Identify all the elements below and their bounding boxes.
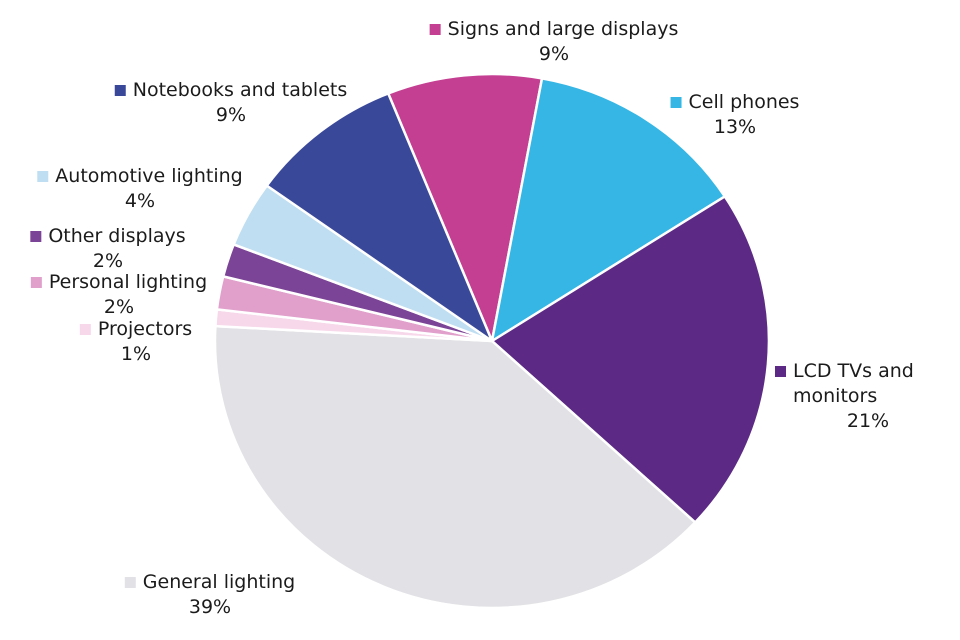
legend-swatch-cell-phones [670,97,682,108]
legend-label: Other displays [48,225,186,247]
legend-swatch-general-lighting [124,577,136,588]
pie-slice-general-lighting [213,324,697,610]
legend-label: Automotive lighting [55,165,243,187]
legend-label: Notebooks and tablets [132,79,348,101]
legend-value: 2% [92,250,124,272]
legend-item-signs-and-large-displays: Signs and large displays 9% [429,17,679,67]
legend-value: 9% [538,43,570,65]
legend-item-lcd-tvs-and-monitors: LCD TVs and monitors 21% [775,359,943,434]
legend-item-other-displays: Other displays 2% [30,224,186,274]
legend-swatch-projectors [79,324,91,335]
legend-label: Projectors [97,318,193,340]
legend-item-notebooks-and-tablets: Notebooks and tablets 9% [114,78,348,128]
pie-slice-cell-phones [490,77,727,343]
legend-value: 2% [103,296,135,318]
legend-label: General lighting [142,571,296,593]
legend-label: LCD TVs and monitors [793,360,914,407]
legend-item-projectors: Projectors 1% [79,317,193,367]
legend-value: 4% [124,190,156,212]
pie-slice-notebooks-and-tablets [265,92,494,343]
legend-swatch-personal-lighting [30,277,42,288]
legend-swatch-automotive-lighting [37,171,49,182]
legend-item-general-lighting: General lighting 39% [124,570,296,620]
legend-item-cell-phones: Cell phones 13% [670,90,800,140]
legend-value: 1% [120,343,152,365]
legend-value: 21% [846,410,890,432]
legend-value: 13% [713,116,757,138]
legend-label: Personal lighting [48,271,208,293]
legend-swatch-other-displays [30,231,42,242]
legend-swatch-lcd-tvs-and-monitors [775,366,786,377]
legend-item-automotive-lighting: Automotive lighting 4% [37,164,243,214]
legend-item-personal-lighting: Personal lighting 2% [30,270,208,320]
legend-swatch-notebooks-and-tablets [114,85,126,96]
pie-slice-lcd-tvs-and-monitors [490,195,771,524]
legend-value: 9% [215,104,247,126]
legend-label: Signs and large displays [447,18,679,40]
legend-value: 39% [188,596,232,618]
legend-swatch-signs-and-large-displays [429,24,441,35]
legend-label: Cell phones [688,91,800,113]
